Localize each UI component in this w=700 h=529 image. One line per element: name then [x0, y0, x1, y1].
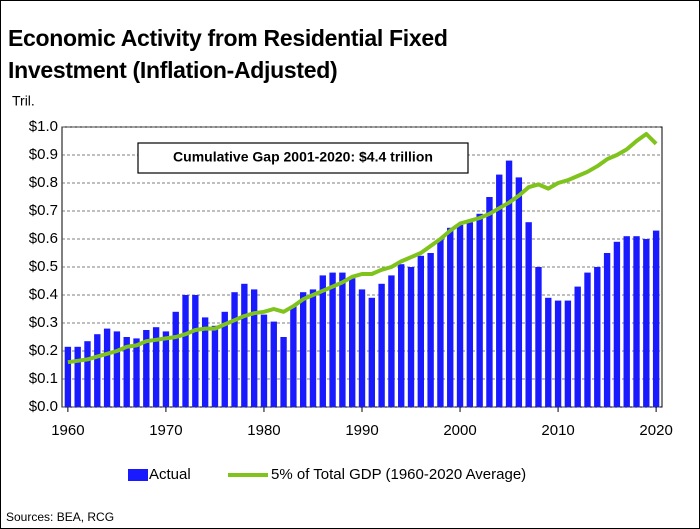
- legend-label: Actual: [149, 466, 191, 483]
- annotation: Cumulative Gap 2001-2020: $4.4 trillion: [173, 149, 433, 165]
- bar: [476, 213, 483, 407]
- bar: [221, 311, 228, 407]
- bar: [652, 230, 660, 407]
- y-axis-label: Tril.: [12, 93, 35, 109]
- bar: [201, 317, 209, 407]
- x-tick-label: 1970: [149, 422, 182, 439]
- x-tick-label: 1990: [345, 422, 378, 439]
- bar: [94, 334, 101, 407]
- bar: [133, 338, 140, 407]
- bar: [329, 272, 336, 407]
- bar: [349, 278, 356, 407]
- bar: [241, 283, 248, 407]
- bar: [447, 227, 454, 407]
- bar: [643, 239, 650, 407]
- bar: [525, 222, 532, 407]
- bar: [427, 253, 434, 407]
- bar: [594, 267, 601, 407]
- bar: [280, 337, 287, 407]
- bar: [339, 272, 346, 407]
- bar: [113, 331, 121, 407]
- bar: [192, 295, 199, 407]
- bar: [84, 341, 91, 407]
- bar: [172, 311, 179, 407]
- bar: [143, 330, 150, 407]
- x-tick-label: 1980: [247, 422, 280, 439]
- bar: [613, 241, 621, 407]
- bar: [574, 286, 581, 407]
- y-tick-label: $0.1: [29, 370, 58, 387]
- bar: [270, 321, 277, 407]
- y-tick-label: $0.4: [29, 286, 58, 303]
- y-tick-label: $0.0: [29, 398, 58, 415]
- y-tick-label: $0.6: [29, 230, 58, 247]
- bar: [633, 236, 640, 407]
- legend-label: 5% of Total GDP (1960-2020 Average): [271, 466, 526, 483]
- y-tick-label: $0.9: [29, 146, 58, 163]
- bar: [358, 289, 366, 407]
- bar: [417, 255, 425, 407]
- bar: [515, 177, 523, 407]
- source: Sources: BEA, RCG: [6, 510, 114, 524]
- bar: [152, 327, 160, 407]
- x-tick-label: 2000: [443, 422, 476, 439]
- y-tick-label: $0.7: [29, 202, 58, 219]
- bar: [74, 346, 81, 407]
- y-tick-label: $0.8: [29, 174, 58, 191]
- bar: [290, 306, 297, 407]
- bar: [554, 300, 562, 407]
- bar: [603, 253, 611, 407]
- y-tick-label: $0.2: [29, 342, 58, 359]
- bar: [103, 328, 111, 407]
- bar: [456, 225, 464, 407]
- bar: [407, 267, 415, 407]
- bar: [564, 300, 572, 407]
- x-tick-label: 2010: [541, 422, 574, 439]
- bar: [211, 325, 219, 407]
- bar: [486, 197, 493, 407]
- bar: [496, 174, 503, 407]
- bar: [231, 292, 238, 407]
- bar: [309, 289, 317, 407]
- bar: [182, 295, 189, 407]
- bar: [162, 331, 170, 407]
- bar: [388, 275, 395, 407]
- bar: [545, 297, 552, 407]
- bar: [319, 275, 326, 407]
- line: [67, 132, 658, 365]
- bar: [260, 314, 268, 407]
- y-tick-label: $1.0: [29, 118, 58, 135]
- bar: [299, 292, 307, 407]
- annotation-box: [137, 142, 469, 174]
- bar: [368, 297, 375, 407]
- bar: [623, 236, 630, 407]
- y-tick-label: $0.5: [29, 258, 58, 275]
- bar: [584, 272, 591, 407]
- bar: [250, 289, 258, 407]
- bar: [398, 264, 405, 407]
- bar: [378, 283, 385, 407]
- legend-swatch: [128, 469, 148, 481]
- bar: [466, 222, 474, 407]
- x-tick-label: 1960: [51, 422, 84, 439]
- bar: [505, 160, 513, 407]
- bar: [437, 239, 444, 407]
- chart-title: Economic Activity from Residential Fixed…: [8, 25, 448, 83]
- y-tick-label: $0.3: [29, 314, 58, 331]
- x-tick-label: 2020: [639, 422, 672, 439]
- bar: [535, 267, 542, 407]
- bar: [64, 346, 72, 407]
- bar: [123, 337, 130, 407]
